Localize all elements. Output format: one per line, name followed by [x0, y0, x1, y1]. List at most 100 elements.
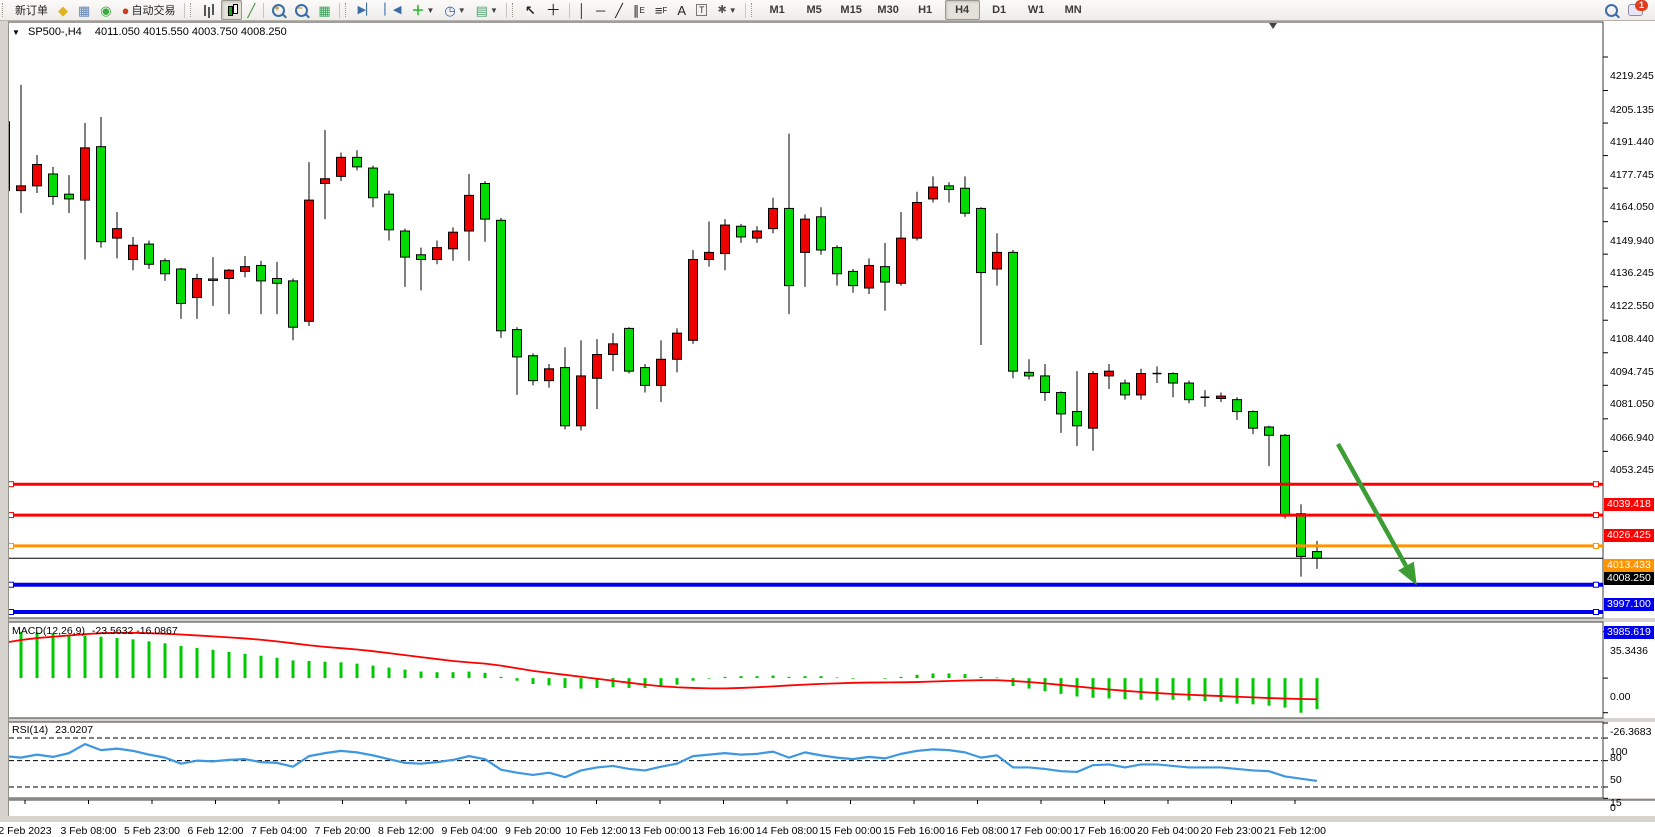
new-order-button[interactable]: 新订单 — [11, 0, 52, 20]
up-candle — [912, 201, 922, 239]
line-handle[interactable] — [8, 542, 14, 549]
up-candle — [112, 228, 122, 239]
line-handle[interactable] — [1593, 609, 1599, 616]
panel-splitter[interactable] — [0, 798, 1655, 800]
rsi-axis-label: 15 — [1610, 797, 1622, 809]
tab-h1[interactable]: H1 — [918, 4, 933, 16]
up-candle — [752, 230, 762, 239]
line-price-box[interactable]: 3997.100 — [1604, 598, 1654, 612]
line-handle[interactable] — [1593, 542, 1599, 549]
down-candle — [512, 329, 522, 358]
zoom-in-button[interactable]: + — [268, 0, 289, 20]
line-handle[interactable] — [1593, 581, 1599, 588]
tab-m15[interactable]: M15 — [840, 4, 862, 16]
down-candle — [256, 264, 266, 282]
time-axis-label: 3 Feb 08:00 — [60, 825, 117, 837]
down-candle — [1024, 371, 1034, 377]
down-candle — [944, 185, 954, 190]
chart-canvas[interactable] — [0, 20, 1655, 822]
chart-shift-button[interactable]: ▏◀ — [381, 0, 406, 20]
down-candle — [352, 156, 362, 168]
text-label-button[interactable]: T — [692, 0, 712, 20]
line-price-box[interactable]: 4039.418 — [1604, 497, 1654, 511]
up-candle — [192, 278, 202, 299]
down-candle — [528, 355, 538, 382]
add-indicator-button[interactable]: ＋ ▼ — [407, 0, 438, 20]
tab-m1[interactable]: M1 — [769, 4, 785, 16]
line-price-box[interactable]: 4013.433 — [1604, 559, 1654, 573]
tab-mn[interactable]: MN — [1064, 4, 1082, 16]
tile-windows-button[interactable]: ▦ — [314, 0, 334, 20]
periods-button[interactable]: ◷ ▼ — [440, 0, 469, 20]
horizontal-line-button[interactable]: ─ — [592, 0, 609, 20]
text-button[interactable]: A — [673, 0, 690, 20]
trend-arrow-head[interactable] — [1398, 561, 1417, 586]
down-candle — [1280, 434, 1290, 517]
time-axis-label: 9 Feb 04:00 — [441, 825, 498, 837]
down-candle — [208, 278, 218, 281]
trendline-button[interactable]: ╱ — [611, 0, 627, 20]
up-candle — [608, 343, 618, 356]
cursor-button[interactable]: ↖ — [521, 0, 540, 20]
line-handle[interactable] — [1593, 512, 1599, 519]
channel-button[interactable]: ∥ E — [632, 2, 645, 18]
signal-icon: ◉ — [100, 2, 112, 18]
down-candle — [48, 173, 58, 198]
vertical-line-button[interactable]: │ — [574, 0, 590, 20]
line-handle[interactable] — [8, 609, 14, 616]
terminal-button[interactable]: ▦ — [74, 0, 94, 20]
down-candle — [1248, 411, 1258, 429]
macd-axis-label: -26.3683 — [1610, 725, 1652, 738]
down-candle — [1056, 392, 1066, 415]
line-handle[interactable] — [8, 512, 14, 519]
price-axis-label: 4136.245 — [1610, 267, 1654, 280]
price-axis-label: 4053.245 — [1610, 464, 1654, 477]
up-candle — [544, 368, 554, 382]
search-button[interactable] — [1601, 0, 1622, 20]
arrows-button[interactable]: ✱ ▼ — [713, 0, 740, 20]
auto-scroll-button[interactable]: ▶▏ — [354, 0, 379, 20]
tab-m30[interactable]: M30 — [877, 4, 899, 16]
time-axis-label: 14 Feb 08:00 — [756, 825, 818, 837]
panel-splitter[interactable] — [0, 718, 1655, 722]
tab-d1[interactable]: D1 — [992, 4, 1007, 16]
notifications-button[interactable]: 1 — [1624, 0, 1648, 20]
up-candle — [1104, 370, 1114, 377]
signals-button[interactable]: ◉ — [96, 0, 115, 20]
trend-arrow-shaft[interactable] — [1336, 442, 1408, 568]
time-axis-label: 20 Feb 04:00 — [1137, 825, 1199, 837]
auto-trading-button[interactable]: ● 自动交易 — [118, 0, 180, 20]
down-candle — [64, 193, 74, 200]
price-axis-label: 4122.550 — [1610, 299, 1654, 312]
line-price-box[interactable]: 3985.619 — [1604, 625, 1654, 639]
collapse-triangle-icon[interactable]: ▼ — [12, 28, 20, 37]
notification-badge: 1 — [1635, 0, 1648, 11]
chart-shift-marker-icon[interactable] — [1269, 23, 1277, 29]
zoom-out-button[interactable]: − — [291, 0, 312, 20]
candlestick-chart-button[interactable] — [220, 0, 242, 20]
line-chart-button[interactable]: ╱ — [244, 0, 260, 20]
down-candle — [272, 278, 282, 284]
time-axis-label: 16 Feb 08:00 — [946, 825, 1009, 837]
time-axis-label: 8 Feb 12:00 — [377, 825, 435, 837]
up-candle — [592, 354, 602, 379]
price-axis-label: 4219.245 — [1610, 70, 1654, 82]
tab-h4[interactable]: H4 — [944, 0, 980, 20]
templates-button[interactable]: ▤ ▼ — [472, 0, 502, 20]
line-handle[interactable] — [8, 581, 14, 588]
chart-shift-icon: ▏◀ — [384, 3, 402, 16]
market-watch-button[interactable]: ◆ — [54, 0, 72, 20]
fibonacci-button[interactable]: ≡ F — [654, 2, 668, 18]
tab-m5[interactable]: M5 — [806, 4, 822, 16]
line-handle[interactable] — [8, 481, 14, 488]
up-candle — [16, 185, 26, 192]
panel-splitter[interactable] — [0, 618, 1655, 622]
tab-w1[interactable]: W1 — [1027, 4, 1045, 16]
price-axis-label: 4205.135 — [1610, 103, 1654, 116]
bar-chart-button[interactable] — [199, 0, 219, 20]
line-price-box[interactable]: 4026.425 — [1604, 528, 1654, 542]
crosshair-button[interactable]: ＋ — [542, 0, 565, 20]
search-icon — [1605, 3, 1618, 17]
line-handle[interactable] — [1593, 481, 1599, 488]
time-axis-label: 5 Feb 23:00 — [123, 825, 181, 837]
